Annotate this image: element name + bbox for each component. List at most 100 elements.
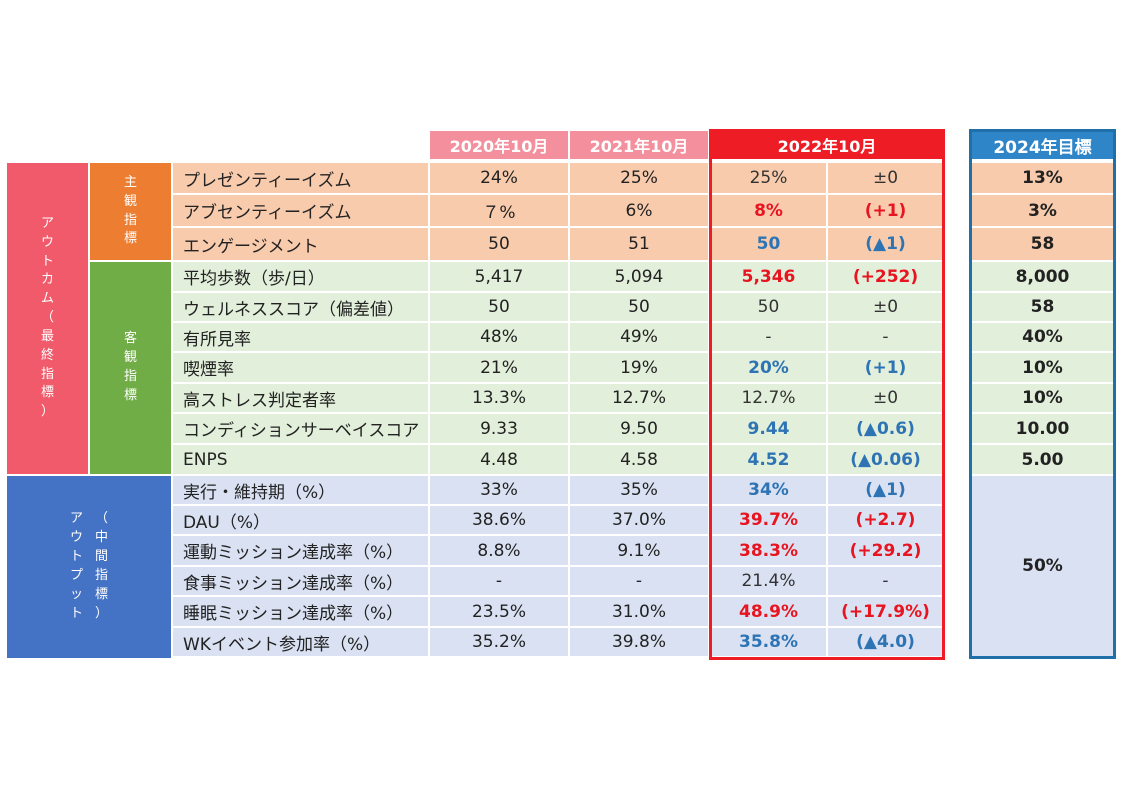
row-label: WKイベント参加率（%） [173, 628, 428, 656]
group-label-char: ム [40, 291, 54, 307]
group-label-char: ト [40, 253, 54, 269]
group-label-char: 指 [123, 369, 137, 384]
value-2020: 8.8% [430, 536, 568, 565]
diff-2022: (+1) [828, 195, 943, 226]
diff-2022: - [828, 323, 943, 351]
value-2020: 21% [430, 353, 568, 382]
value-2020: 50 [430, 293, 568, 321]
group-label-char: 標 [123, 231, 137, 247]
value-2022: 25% [711, 163, 826, 193]
value-2022: 34% [711, 476, 826, 504]
value-2020: 33% [430, 476, 568, 504]
header-2022: 2022年10月 [711, 131, 943, 159]
row-label: アブセンティーイズム [173, 195, 428, 226]
row-label: 実行・維持期（%） [173, 476, 428, 504]
group-label-char: 主 [123, 174, 137, 190]
objective-group [90, 262, 171, 474]
value-2021: 51 [570, 228, 708, 260]
value-2021: 12.7% [570, 384, 708, 412]
outcome-group-label: アウトカム （ 最終指標 ） [7, 163, 88, 474]
header-2020: 2020年10月 [430, 131, 568, 159]
diff-2022: (+2.7) [828, 506, 943, 534]
row-label: ENPS [173, 445, 428, 474]
diff-2022: (▲0.06) [828, 445, 943, 474]
value-2022: 38.3% [711, 536, 826, 565]
value-2020: 38.6% [430, 506, 568, 534]
group-label-char: 標 [40, 385, 54, 401]
value-2021: 9.50 [570, 414, 708, 443]
row-label: 有所見率 [173, 323, 428, 351]
diff-2022: (▲1) [828, 228, 943, 260]
target-value: 8,000 [972, 262, 1113, 291]
diff-2022: (▲0.6) [828, 414, 943, 443]
subjective-group-label: 主観指標 [90, 163, 171, 260]
diff-2022: (+1) [828, 353, 943, 382]
value-2020: 5,417 [430, 262, 568, 291]
value-2022: 50 [711, 228, 826, 260]
value-2022: 4.52 [711, 445, 826, 474]
group-label-char: 標 [123, 387, 137, 403]
header-2021: 2021年10月 [570, 131, 708, 159]
row-label: 運動ミッション達成率（%） [173, 536, 428, 565]
row-label: 食事ミッション達成率（%） [173, 567, 428, 595]
value-2021: 50 [570, 293, 708, 321]
value-2022: 48.9% [711, 597, 826, 626]
value-2022: 20% [711, 353, 826, 382]
group-label-char: ア [40, 215, 54, 231]
group-label-char: 終 [40, 347, 54, 363]
diff-2022: (+17.9%) [828, 597, 943, 626]
group-label-char: カ [40, 272, 54, 288]
row-label: ウェルネススコア（偏差値） [173, 293, 428, 321]
value-2021: 6% [570, 195, 708, 226]
group-label-char: 最 [40, 328, 54, 344]
group-label-char: 客 [123, 331, 137, 347]
value-2020: 4.48 [430, 445, 568, 474]
header-target: 2024年目標 [972, 131, 1113, 159]
value-2022: 39.7% [711, 506, 826, 534]
value-2020: - [430, 567, 568, 595]
output-label-column: （中間指標） [95, 511, 109, 621]
value-2022: 35.8% [711, 628, 826, 656]
value-2021: 5,094 [570, 262, 708, 291]
group-label-char: 観 [123, 193, 137, 209]
value-2022: 8% [711, 195, 826, 226]
row-label: 高ストレス判定者率 [173, 384, 428, 412]
group-label-char: 指 [40, 366, 54, 382]
value-2021: - [570, 567, 708, 595]
value-2021: 35% [570, 476, 708, 504]
value-2020: 24% [430, 163, 568, 193]
value-2021: 25% [570, 163, 708, 193]
diff-2022: ±0 [828, 384, 943, 412]
group-label-char: ウ [40, 234, 54, 250]
group-label-char: 指 [123, 212, 137, 228]
target-value: 40% [972, 323, 1113, 351]
diff-2022: (+29.2) [828, 536, 943, 565]
value-2021: 37.0% [570, 506, 708, 534]
diff-2022: (▲1) [828, 476, 943, 504]
value-2020: 13.3% [430, 384, 568, 412]
value-2022: 21.4% [711, 567, 826, 595]
objective-group-label: 客観指標 [90, 262, 171, 474]
row-label: コンディションサーベイスコア [173, 414, 428, 443]
value-2022: 9.44 [711, 414, 826, 443]
target-value: 58 [972, 293, 1113, 321]
target-value: 13% [972, 163, 1113, 193]
value-2020: 23.5% [430, 597, 568, 626]
value-2022: 12.7% [711, 384, 826, 412]
value-2022: - [711, 323, 826, 351]
row-label: DAU（%） [173, 506, 428, 534]
row-label: プレゼンティーイズム [173, 163, 428, 193]
value-2021: 19% [570, 353, 708, 382]
row-label: エンゲージメント [173, 228, 428, 260]
value-2021: 4.58 [570, 445, 708, 474]
target-value: 10.00 [972, 414, 1113, 443]
subjective-group [90, 163, 171, 260]
output-group-label: （中間指標） アウトプット [7, 476, 171, 658]
diff-2022: ±0 [828, 293, 943, 321]
output-target: 50% [972, 476, 1113, 656]
diff-2022: ±0 [828, 163, 943, 193]
target-value: 3% [972, 195, 1113, 226]
value-2021: 9.1% [570, 536, 708, 565]
group-label-char: 観 [123, 350, 137, 366]
value-2021: 49% [570, 323, 708, 351]
